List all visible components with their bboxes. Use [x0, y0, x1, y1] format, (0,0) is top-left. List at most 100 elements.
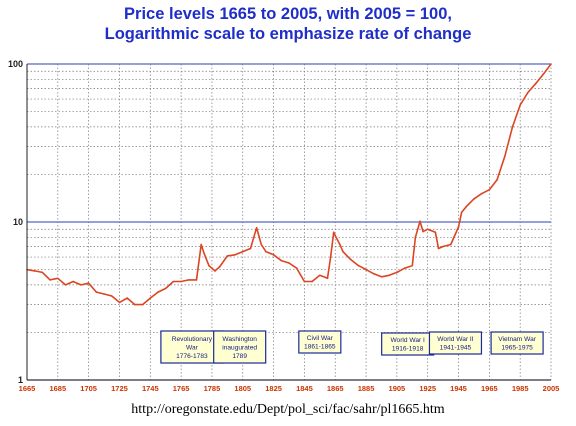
annotation-text: Revolutionary	[172, 336, 213, 343]
data-point	[488, 188, 491, 191]
data-point	[442, 245, 444, 248]
data-point	[349, 258, 352, 261]
data-point	[357, 264, 360, 267]
data-point	[110, 295, 113, 297]
data-point	[218, 266, 221, 268]
data-point	[57, 277, 59, 280]
annotation-text: inaugurated	[222, 344, 257, 351]
annotation-text: 1776-1783	[176, 353, 208, 360]
data-point	[249, 247, 252, 250]
data-point	[332, 231, 335, 234]
event-annotation: World War II 1941-1945	[428, 331, 483, 355]
x-tick-label: 1965	[481, 384, 498, 393]
x-tick-label: 1705	[80, 384, 97, 393]
data-point	[511, 126, 514, 128]
data-point	[265, 250, 267, 253]
data-point	[334, 234, 337, 237]
x-tick-label: 1765	[173, 384, 190, 393]
x-tick-label: 1805	[234, 384, 251, 393]
data-point	[342, 250, 344, 253]
annotation-box	[428, 331, 483, 355]
annotation-text: 1916-1918	[392, 346, 424, 353]
data-point	[465, 205, 468, 208]
x-tick-label: 1725	[111, 384, 128, 393]
data-point	[473, 198, 475, 200]
x-tick-label: 1945	[450, 384, 467, 393]
data-point	[64, 284, 67, 286]
data-point	[434, 231, 437, 234]
data-point	[288, 262, 290, 264]
data-point	[437, 247, 440, 250]
event-annotation: Vietnam War 1965-1975	[490, 331, 544, 355]
data-point	[329, 256, 332, 258]
data-point	[303, 280, 306, 283]
event-annotation: Civil War 1861-1865	[298, 330, 342, 354]
annotation-text: 1965-1975	[501, 345, 533, 352]
event-annotation: World War I 1916-1918	[381, 332, 435, 356]
y-tick-label: 1	[18, 375, 23, 385]
data-point	[49, 279, 51, 281]
data-point	[365, 268, 367, 271]
data-point	[411, 264, 414, 267]
annotation-box	[490, 331, 544, 355]
data-point	[503, 155, 506, 158]
annotation-text: World War II	[437, 336, 473, 343]
x-tick-label: 1685	[49, 384, 66, 393]
data-point	[33, 270, 36, 272]
x-tick-label: 1985	[512, 384, 529, 393]
x-tick-label: 1665	[19, 384, 36, 393]
data-point	[203, 252, 206, 255]
data-point	[419, 220, 421, 223]
data-point	[208, 264, 210, 267]
data-point	[403, 267, 406, 270]
data-point	[534, 82, 537, 85]
data-point	[457, 226, 460, 228]
data-point	[172, 280, 175, 283]
y-tick-label: 100	[8, 59, 23, 69]
x-tick-label: 1825	[265, 384, 282, 393]
data-point	[542, 73, 545, 76]
data-point	[550, 63, 552, 65]
data-point	[414, 236, 417, 239]
x-tick-label: 1925	[419, 384, 436, 393]
data-point	[388, 274, 390, 277]
data-point	[188, 279, 190, 281]
price-level-line	[26, 63, 552, 306]
data-point	[280, 259, 283, 262]
data-point	[149, 297, 152, 299]
data-point	[380, 275, 383, 278]
annotation-text: Civil War	[307, 335, 334, 342]
data-point	[200, 243, 202, 246]
annotation-text: 1789	[232, 353, 247, 360]
data-point	[272, 254, 275, 256]
data-point	[326, 277, 329, 280]
data-point	[164, 287, 167, 290]
data-point	[126, 297, 128, 299]
source-url: http://oregonstate.edu/Dept/pol_sci/fac/…	[131, 402, 445, 417]
data-point	[157, 291, 159, 293]
annotation-text: World War I	[390, 337, 425, 344]
data-point	[396, 271, 398, 274]
annotation-text: 1861-1865	[304, 344, 336, 351]
data-point	[295, 267, 298, 270]
data-point	[72, 280, 75, 283]
x-tick-label: 1785	[204, 384, 221, 393]
y-tick-label: 10	[13, 217, 23, 227]
data-point	[95, 291, 98, 293]
data-point	[103, 293, 105, 295]
data-point	[134, 303, 136, 306]
data-point	[195, 279, 198, 281]
data-point	[118, 301, 121, 304]
data-line-layer	[26, 63, 552, 306]
data-point	[234, 254, 236, 256]
data-point	[519, 104, 521, 106]
x-tick-label: 1905	[389, 384, 406, 393]
data-point	[241, 250, 244, 253]
data-point	[372, 273, 375, 275]
data-point	[480, 192, 483, 195]
axis-layer: 1 10 100 1665 1685 1705 1725 1745 1765 1785 1805 18…	[8, 59, 559, 393]
data-point	[141, 303, 144, 306]
